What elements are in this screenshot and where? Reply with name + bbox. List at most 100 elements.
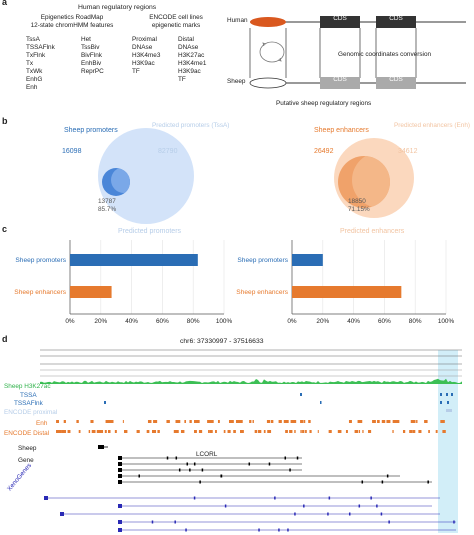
encode-distal-feature bbox=[263, 430, 266, 433]
enhancer-overlap-pct: 71.15% bbox=[348, 206, 370, 213]
panel-a-title: Human regulatory regions bbox=[78, 4, 157, 11]
exon-block bbox=[185, 528, 187, 532]
chromhmm-heading: 12-state chromHMM features bbox=[30, 22, 114, 29]
conversion-arrows-icon bbox=[259, 41, 285, 63]
exon-block bbox=[186, 462, 189, 466]
encode-distal-feature bbox=[345, 430, 348, 433]
chromhmm-item: ReprPC bbox=[81, 68, 104, 75]
enhancer-bar-chart: 0% 20% 40% 60% 80% 100% Sheep promoters Sheep e… bbox=[236, 240, 454, 325]
exon-block bbox=[138, 474, 140, 478]
track-features bbox=[56, 393, 453, 433]
encode-distal-feature bbox=[61, 430, 63, 433]
chromhmm-item: TSSAFlnk bbox=[26, 44, 55, 51]
encode-distal-feature bbox=[67, 430, 71, 433]
enh-feature bbox=[395, 420, 400, 423]
encode-distal-feature bbox=[101, 430, 104, 433]
encode-distal-feature bbox=[180, 430, 185, 433]
track-label-tssaflnk: TSSAFlnk bbox=[14, 400, 43, 407]
exon-block bbox=[370, 496, 372, 500]
exon-block bbox=[376, 504, 378, 508]
enh-feature bbox=[217, 420, 220, 423]
enh-feature bbox=[348, 420, 352, 423]
conversion-label: Genomic coordinates conversion bbox=[338, 51, 432, 58]
enh-feature bbox=[189, 420, 192, 423]
predicted-promoters-count: 82790 bbox=[158, 148, 178, 155]
panel-b-letter: b bbox=[2, 116, 8, 126]
enh-feature bbox=[63, 420, 66, 423]
encode-distal-feature bbox=[409, 430, 413, 433]
encode-distal-feature bbox=[97, 430, 100, 433]
encode-distal-feature bbox=[157, 430, 160, 433]
enh-feature bbox=[194, 420, 200, 423]
conversion-schematic bbox=[249, 16, 466, 89]
track-label-enh: Enh bbox=[36, 420, 48, 427]
epigenetic-marks-heading: epigenetic marks bbox=[151, 22, 201, 29]
exon-block bbox=[268, 462, 271, 466]
encode-distal-feature bbox=[194, 430, 197, 433]
sheep-putative-region bbox=[249, 77, 287, 89]
encode-distal-feature bbox=[338, 430, 342, 433]
exon-block bbox=[248, 462, 251, 466]
human-label: Human bbox=[227, 17, 248, 24]
human-cds-label-1: CDS bbox=[333, 15, 347, 22]
x-tick-label: 0% bbox=[65, 318, 75, 325]
encode-item: DNAse bbox=[178, 44, 199, 51]
exon-block bbox=[427, 480, 429, 484]
encode-distal-feature bbox=[57, 430, 62, 433]
encode-distal-feature bbox=[209, 430, 213, 433]
enh-feature bbox=[416, 420, 418, 423]
enh-feature bbox=[357, 420, 363, 423]
tssaflnk-feature bbox=[320, 401, 322, 404]
encode-item: H3K4me3 bbox=[132, 52, 161, 59]
track-label-encode-distal: ENCODE Distal bbox=[4, 430, 50, 437]
encode-distal-feature bbox=[254, 430, 258, 433]
enh-feature bbox=[232, 420, 234, 423]
sheep-cds-box-1 bbox=[320, 77, 360, 89]
sheep-gene-exon bbox=[98, 445, 104, 449]
exon-block bbox=[44, 496, 48, 500]
encode-distal-feature bbox=[362, 430, 364, 433]
encode-distal-feature bbox=[428, 430, 430, 433]
sheep-promoters-title: Sheep promoters bbox=[64, 127, 118, 134]
encode-distal-list: Distal DNAse H3K27ac H3K4me1 H3K9ac TF bbox=[178, 36, 206, 84]
track-label-tssa: TSSA bbox=[20, 392, 37, 399]
chromhmm-item: EnhG bbox=[26, 76, 43, 83]
enh-feature bbox=[241, 420, 243, 423]
enh-feature bbox=[108, 420, 113, 423]
chromhmm-item: TxWk bbox=[26, 68, 43, 75]
exon-block bbox=[453, 520, 455, 524]
encode-distal-feature bbox=[208, 430, 210, 433]
predicted-promoters-title: Predicted promoters (TssA) bbox=[152, 122, 230, 129]
exon-block bbox=[294, 512, 296, 516]
x-tick-label: 80% bbox=[409, 318, 422, 325]
encode-distal-feature bbox=[358, 430, 361, 433]
enh-feature bbox=[266, 420, 271, 423]
bar-sheep-enhancers bbox=[70, 286, 112, 298]
gene-models bbox=[44, 445, 456, 532]
enhancer-venn bbox=[334, 138, 414, 218]
enh-feature bbox=[272, 420, 274, 423]
encode-item: Distal bbox=[178, 36, 194, 43]
sheep-cds-label-1: CDS bbox=[333, 76, 347, 83]
enh-feature bbox=[249, 420, 252, 423]
tssa-feature bbox=[300, 393, 302, 396]
human-cds-label-2: CDS bbox=[389, 15, 403, 22]
encode-distal-feature bbox=[337, 430, 339, 433]
encode-distal-feature bbox=[98, 430, 102, 433]
exon-block bbox=[348, 512, 351, 516]
exon-block bbox=[118, 520, 122, 524]
x-tick-label: 60% bbox=[378, 318, 391, 325]
encode-distal-feature bbox=[309, 430, 312, 433]
tssaflnk-feature bbox=[440, 401, 442, 404]
encode-distal-feature bbox=[435, 430, 438, 433]
chromhmm-item: EnhBiv bbox=[81, 60, 102, 67]
tssa-feature bbox=[451, 393, 453, 396]
enhancer-overlap-count: 18850 bbox=[348, 198, 366, 205]
enh-feature bbox=[308, 420, 311, 423]
x-tick-label: 40% bbox=[125, 318, 138, 325]
enh-feature bbox=[290, 420, 295, 423]
enh-feature bbox=[440, 420, 445, 423]
tssaflnk-feature bbox=[104, 401, 106, 404]
encode-distal-feature bbox=[412, 430, 416, 433]
enh-feature bbox=[239, 420, 241, 423]
